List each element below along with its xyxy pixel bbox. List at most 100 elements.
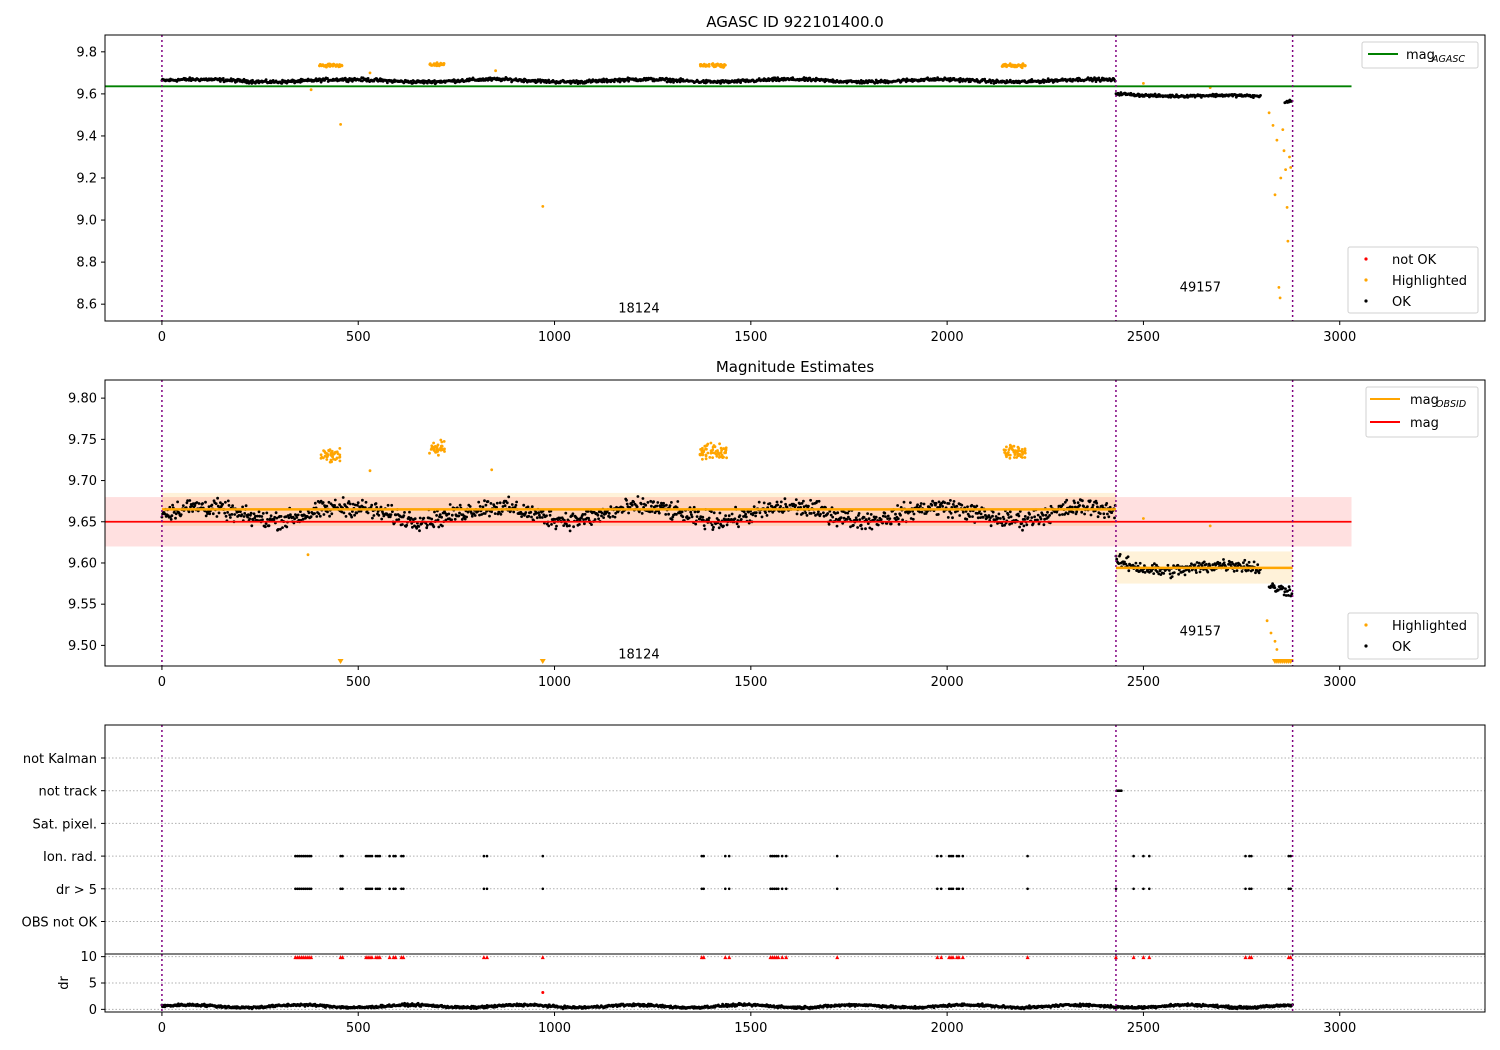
ok-point (242, 77, 246, 81)
x-tick-label: 1000 (538, 330, 571, 345)
ok-point (1041, 513, 1045, 517)
ok-point (961, 510, 965, 514)
highlighted-point (332, 457, 335, 461)
highlighted-point (1269, 631, 1273, 635)
ok-point (377, 513, 381, 517)
ok-point (323, 504, 326, 507)
highlighted-point (1284, 168, 1287, 172)
ok-point (171, 503, 175, 507)
ok-point (831, 515, 835, 519)
ok-point (964, 510, 968, 513)
ok-point (949, 511, 953, 515)
ok-point (922, 502, 926, 506)
ok-point (902, 500, 906, 504)
ok-point (353, 503, 357, 507)
ok-point (1168, 569, 1171, 572)
ok-point (899, 513, 902, 517)
ok-point (798, 502, 802, 506)
ok-point (857, 512, 861, 515)
flag-point (364, 887, 368, 891)
ok-point (1061, 503, 1065, 506)
ok-point (527, 514, 531, 518)
highlighted-point (702, 62, 706, 66)
flag-point (775, 887, 778, 891)
flag-point (1148, 854, 1151, 858)
ok-point (1076, 501, 1080, 505)
ok-point (390, 503, 394, 507)
flag-point (773, 887, 776, 891)
ok-point (1113, 516, 1116, 520)
ok-point (328, 514, 331, 518)
ok-point (1212, 568, 1216, 572)
flag-point (773, 854, 776, 858)
flag-point (364, 854, 368, 858)
highlighted-point (338, 447, 342, 450)
flag-point (368, 854, 372, 858)
ok-point (547, 524, 551, 528)
ok-point (514, 503, 518, 507)
flag-point (376, 887, 380, 891)
ok-point (1138, 570, 1141, 573)
ok-point (625, 502, 629, 506)
ok-point (844, 511, 847, 515)
highlighted-point (1273, 193, 1277, 197)
highlighted-point (1273, 639, 1277, 643)
highlighted-point (1008, 456, 1012, 460)
highlighted-point (1265, 619, 1269, 623)
ok-point (272, 518, 276, 522)
highlighted-point (1013, 451, 1016, 454)
highlighted-point (319, 456, 323, 460)
flag-point (961, 854, 965, 858)
ok-point (1138, 561, 1142, 565)
highlighted-point (325, 458, 329, 461)
highlighted-point (708, 456, 712, 459)
y-tick-label: 9.6 (76, 87, 97, 102)
ok-point (1166, 563, 1170, 567)
ok-point (991, 514, 994, 518)
ok-point (694, 522, 698, 526)
ok-point (613, 515, 617, 519)
ok-point (437, 525, 441, 529)
ok-point (1232, 569, 1236, 573)
flag-point (305, 887, 309, 891)
ok-point (524, 511, 528, 514)
ok-point (1108, 505, 1112, 509)
ok-point (1094, 80, 1098, 83)
ok-point (1095, 501, 1099, 505)
ok-point (1126, 555, 1130, 559)
ok-point (920, 510, 924, 514)
ok-point (916, 503, 919, 507)
highlighted-point (1005, 445, 1008, 449)
ok-point (1042, 523, 1046, 527)
highlighted-point (323, 450, 327, 454)
flag-point (784, 887, 788, 891)
ok-point (976, 516, 980, 520)
highlighted-point (725, 456, 728, 460)
ok-point (1211, 563, 1215, 567)
highlighted-point (430, 444, 434, 448)
highlighted-point (1282, 149, 1286, 153)
ok-point (690, 515, 694, 519)
x-tick-label: 2500 (1127, 330, 1160, 345)
ok-point (403, 511, 406, 514)
ok-point (1143, 564, 1146, 567)
flag-point (1148, 887, 1151, 891)
ok-point (794, 504, 797, 507)
highlighted-point (1004, 453, 1008, 457)
flag-point (702, 854, 705, 858)
ok-point (1050, 511, 1054, 515)
highlighted-point (1142, 82, 1145, 85)
ok-point (679, 77, 683, 80)
flag-point (949, 887, 953, 891)
ok-point (289, 513, 292, 517)
ok-point (371, 516, 374, 520)
ok-point (240, 513, 244, 516)
ok-point (500, 510, 504, 513)
ok-point (668, 504, 672, 507)
ok-point (784, 502, 787, 506)
ok-point (996, 516, 1000, 520)
ok-point (251, 78, 254, 82)
ok-point (170, 514, 174, 518)
ok-point (657, 511, 661, 515)
